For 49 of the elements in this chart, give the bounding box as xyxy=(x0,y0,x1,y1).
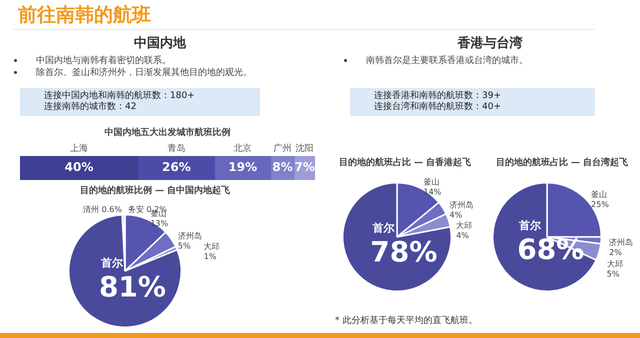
slice-label: 济州岛 xyxy=(609,238,634,247)
data-label: 81% xyxy=(98,270,166,304)
text: * 此分析基于每天平均的直飞航班。 xyxy=(335,314,478,327)
slice-label: 大邱 xyxy=(606,259,623,268)
series-label: 北京 xyxy=(234,142,252,154)
data-label: 2% xyxy=(609,248,622,257)
text: 南韩首尔是主要联系香港或台湾的城市。 xyxy=(366,56,528,66)
text: 中国内地与南韩有着密切的联系。 xyxy=(36,56,171,66)
data-label: 5% xyxy=(606,269,620,278)
data-label: 13% xyxy=(150,218,169,228)
text: 前往南韩的航班 xyxy=(18,3,151,28)
chart-title: 目的地的航班占比 — 自台湾起飞 xyxy=(494,156,630,170)
data-label: 1% xyxy=(204,252,217,261)
series-label: 广州 xyxy=(274,142,292,154)
chart-title: 目的地的航班占比 — 自香港起飞 xyxy=(338,156,472,170)
slice-label: 首尔 xyxy=(518,218,542,232)
series-label: 沈阳 xyxy=(296,142,314,154)
text: 除首尔、釜山和济州外，日渐发展其他目的地的观光。 xyxy=(36,68,252,78)
data-label: 14% xyxy=(424,188,442,197)
slice-label: 釜山 xyxy=(591,190,608,199)
chart-title: 中国内地五大出发城市航班比例 xyxy=(104,126,232,140)
slice-label: 济州岛 xyxy=(450,200,474,210)
data-label: 4% xyxy=(450,210,463,220)
slice-label: 济州岛 xyxy=(178,231,202,240)
text: 连接香港和南韩的航班数：39+ xyxy=(373,91,502,102)
series-label: 上海 xyxy=(70,142,88,154)
slice-label: 首尔 xyxy=(371,221,396,234)
data-label: 68% xyxy=(517,232,584,266)
series-label: 青岛 xyxy=(167,142,186,154)
slice-label: 大邱 xyxy=(204,242,220,251)
slice-label: 釜山 xyxy=(424,178,440,187)
text: 中国内地 xyxy=(133,35,188,52)
data-label: 40% xyxy=(64,160,94,174)
data-label: 8% xyxy=(272,160,293,174)
data-label: 25% xyxy=(591,200,610,209)
data-label: 5% xyxy=(178,241,191,250)
text: 连接中国内地和南韩的航班数：180+ xyxy=(43,91,196,102)
data-label: 4% xyxy=(456,230,470,240)
slice-label: 大邱 xyxy=(456,220,472,230)
slice-label: 首尔 xyxy=(100,256,124,270)
text: 连接台湾和南韩的航班数：40+ xyxy=(373,102,502,113)
chart-title: 目的地的航班比例 — 自中国内地起飞 xyxy=(78,184,232,198)
data-label: 19% xyxy=(228,160,258,174)
text: 香港与台湾 xyxy=(456,34,524,52)
slice-label: 清州 0.6% xyxy=(83,204,122,214)
data-label: 78% xyxy=(370,235,438,268)
text: 连接南韩的城市数：42 xyxy=(43,102,138,113)
data-label: 26% xyxy=(162,160,191,174)
data-label: 7% xyxy=(294,160,315,174)
